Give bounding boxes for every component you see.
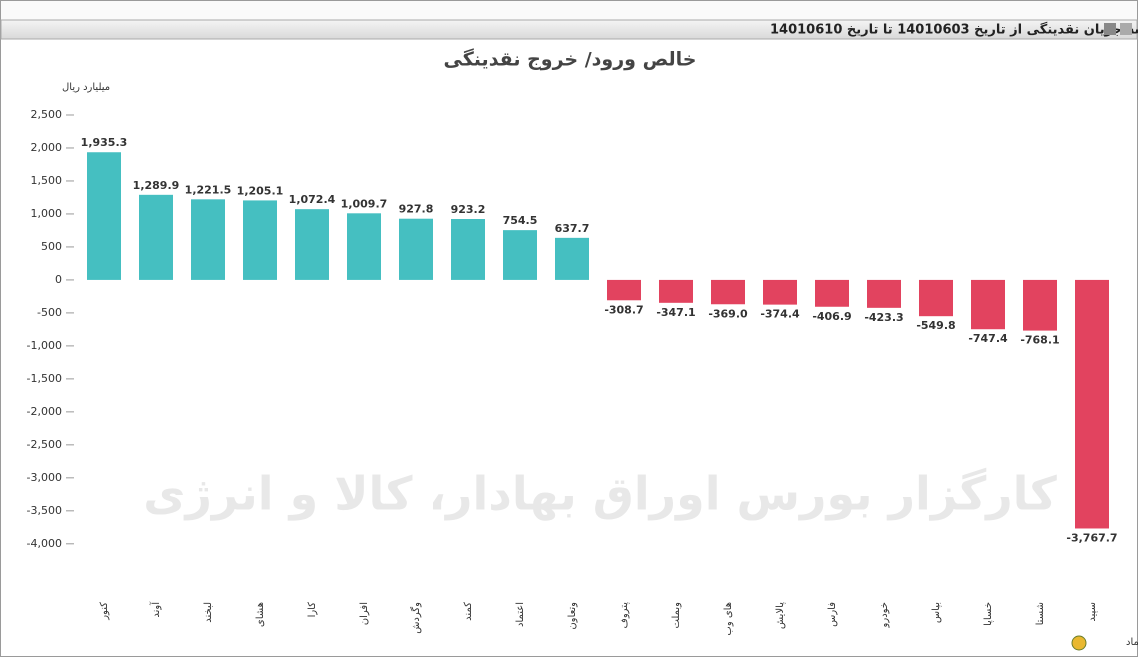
x-tick-label: بپاس (931, 602, 942, 623)
x-tick-label: لبخند (203, 602, 214, 623)
value-label: -374.4 (760, 308, 800, 321)
x-tick-label: کمند (463, 602, 474, 621)
bar (919, 279, 953, 317)
plot-area: 2,500 2,000 1,500 1,000 500 0 -500 -1,000 -1,500… (27, 108, 1118, 636)
y-tick-label: -2,000 (27, 405, 62, 418)
x-tick-label: اعتماد (515, 602, 526, 627)
bar (971, 279, 1005, 330)
x-axis-title: نماد (1126, 637, 1138, 648)
bar (451, 219, 485, 280)
x-tick-label: فارس (827, 602, 838, 627)
value-label: 1,221.5 (185, 183, 232, 196)
bar (139, 194, 173, 280)
symbol-icon[interactable] (1071, 635, 1087, 651)
value-label: 1,205.1 (237, 184, 284, 197)
x-tick-label: پتروف (619, 602, 630, 629)
value-label: 927.8 (399, 203, 434, 216)
bar (243, 200, 277, 280)
bar (763, 279, 797, 305)
x-tick-label: کارا (307, 602, 318, 618)
bar (503, 230, 537, 280)
value-label: 754.5 (503, 214, 538, 227)
x-tick-label: وتعاون (567, 602, 578, 630)
x-tick-label: خودرو (879, 602, 890, 628)
y-tick-label: 1,000 (31, 207, 63, 220)
value-label: -308.7 (604, 303, 643, 316)
y-tick-label: 1,500 (31, 174, 63, 187)
y-tick-label: -1,000 (27, 339, 62, 352)
value-label: 637.7 (555, 222, 590, 235)
y-tick-label: -3,000 (27, 471, 62, 484)
value-label: 1,072.4 (289, 193, 336, 206)
y-tick-label: 500 (41, 240, 62, 253)
value-label: 1,009.7 (341, 197, 388, 210)
export-icon[interactable] (1120, 23, 1132, 35)
bar (815, 279, 849, 307)
value-label: 923.2 (451, 203, 486, 216)
x-tick-label: وگردش (410, 602, 422, 634)
top-strip (1, 1, 1137, 20)
y-tick-label: -2,500 (27, 438, 62, 451)
y-tick-label: -1,500 (27, 372, 62, 385)
value-label: 1,289.9 (133, 179, 180, 192)
bar (347, 213, 381, 280)
x-tick-label: شستا (1035, 602, 1046, 625)
x-tick-label: خساپا (983, 602, 994, 626)
y-tick-label: 2,500 (31, 108, 63, 121)
bar (399, 218, 433, 280)
x-tick-label: هشای (255, 602, 266, 627)
value-label: -3,767.7 (1066, 531, 1117, 544)
y-tick-label: 0 (55, 273, 62, 286)
bar (1075, 279, 1109, 529)
x-tick-label: کنور (99, 602, 110, 621)
y-tick-label: -3,500 (27, 504, 62, 517)
y-axis-title: میلیارد ریال (62, 82, 110, 93)
print-icon[interactable] (1104, 23, 1116, 35)
value-label: 1,935.3 (81, 136, 128, 149)
bar (295, 209, 329, 280)
bar (1023, 279, 1057, 331)
bar (659, 279, 693, 303)
bar (555, 237, 589, 280)
header-bar (0, 19, 1138, 40)
x-tick-label: وبملت (671, 602, 682, 629)
chart-title: خالص ورود/ خروج نقدینگی (444, 48, 697, 71)
bar (191, 199, 225, 280)
y-tick-label: -4,000 (27, 537, 62, 550)
x-tick-label: سپید (1087, 602, 1098, 622)
watermark: کارگزار بورس اوراق بهادار، کالا و انرژی (143, 467, 1057, 521)
x-tick-label: های وب (723, 602, 734, 636)
value-label: -347.1 (656, 306, 695, 319)
value-label: -747.4 (968, 332, 1008, 345)
y-tick-label: -500 (37, 306, 62, 319)
value-label: -423.3 (864, 311, 903, 324)
value-label: -369.0 (708, 307, 748, 320)
x-tick-label: افران (359, 602, 370, 625)
value-label: -768.1 (1020, 334, 1059, 347)
bar (867, 279, 901, 308)
x-tick-label: آوند (149, 601, 162, 618)
value-label: -549.8 (916, 319, 955, 332)
y-tick-label: 2,000 (31, 141, 63, 154)
window-title: مقایسه جریان نقدینگی از تاریخ 14010603 ت… (770, 22, 1138, 38)
bar (607, 279, 641, 301)
value-label: -406.9 (812, 310, 851, 323)
x-tick-label: پالایش (775, 602, 786, 629)
bar (87, 152, 121, 280)
bar (711, 279, 745, 305)
